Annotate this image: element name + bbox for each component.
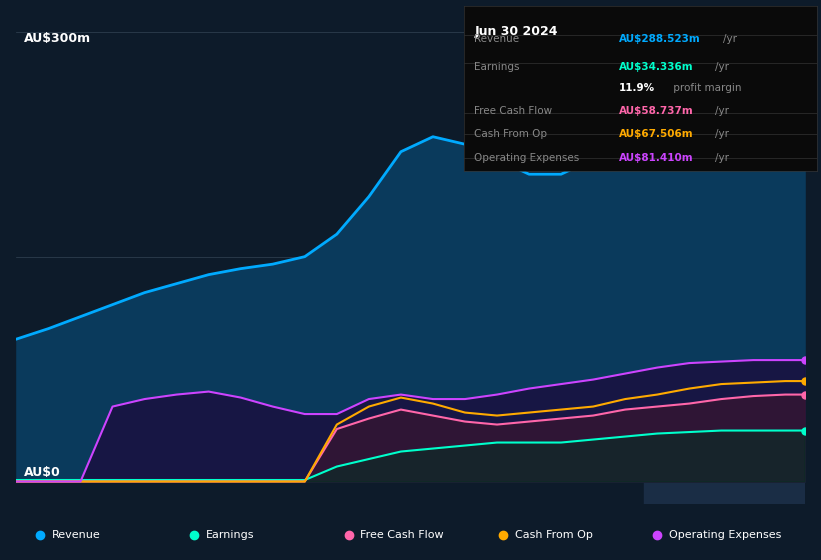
Text: Free Cash Flow: Free Cash Flow — [475, 106, 553, 116]
Text: AU$0: AU$0 — [25, 465, 61, 478]
Text: /yr: /yr — [714, 106, 728, 116]
Text: Revenue: Revenue — [475, 34, 520, 44]
Text: Jun 30 2024: Jun 30 2024 — [475, 25, 558, 39]
Text: 11.9%: 11.9% — [619, 83, 655, 93]
Text: Free Cash Flow: Free Cash Flow — [360, 530, 444, 540]
Text: Earnings: Earnings — [206, 530, 255, 540]
Text: Earnings: Earnings — [475, 62, 520, 72]
Text: AU$300m: AU$300m — [25, 32, 91, 45]
Text: Operating Expenses: Operating Expenses — [669, 530, 782, 540]
Text: /yr: /yr — [723, 34, 737, 44]
Text: /yr: /yr — [714, 152, 728, 162]
Text: profit margin: profit margin — [671, 83, 742, 93]
Text: AU$81.410m: AU$81.410m — [619, 152, 694, 162]
Text: Cash From Op: Cash From Op — [475, 129, 548, 139]
Text: Revenue: Revenue — [52, 530, 100, 540]
Text: AU$58.737m: AU$58.737m — [619, 106, 694, 116]
Text: AU$34.336m: AU$34.336m — [619, 62, 694, 72]
Text: Cash From Op: Cash From Op — [515, 530, 593, 540]
Text: /yr: /yr — [714, 129, 728, 139]
Text: /yr: /yr — [714, 62, 728, 72]
Text: Operating Expenses: Operating Expenses — [475, 152, 580, 162]
Text: AU$288.523m: AU$288.523m — [619, 34, 701, 44]
Text: AU$67.506m: AU$67.506m — [619, 129, 694, 139]
Bar — [644, 17, 805, 504]
